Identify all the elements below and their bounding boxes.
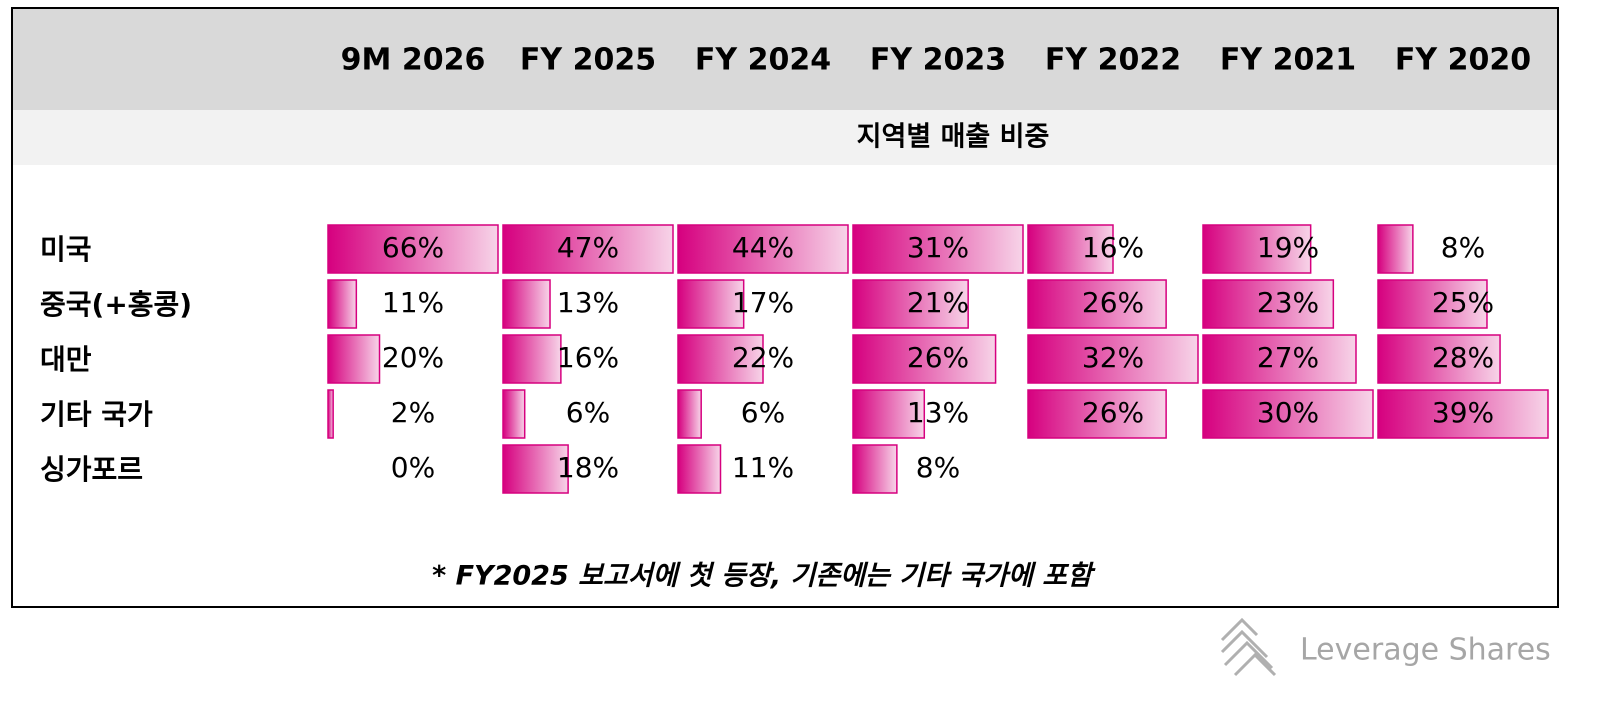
- cell-value: 22%: [732, 341, 794, 374]
- data-bar: [1202, 334, 1357, 384]
- column-header: FY 2025: [520, 43, 656, 78]
- cell-value: 31%: [907, 231, 969, 264]
- row-label: 싱가포르: [40, 453, 143, 486]
- cell-value: 26%: [1082, 396, 1144, 429]
- cell-value: 66%: [382, 231, 444, 264]
- data-bar: [1377, 334, 1501, 384]
- data-bar: [327, 334, 381, 384]
- cell-value: 2%: [391, 396, 435, 429]
- logo: [1220, 617, 1277, 677]
- row-label: 기타 국가: [40, 398, 153, 431]
- data-bar: [1377, 224, 1414, 274]
- data-bar: [327, 279, 358, 329]
- cell-value: 19%: [1257, 231, 1319, 264]
- data-bar: [677, 389, 702, 439]
- data-bar: [1027, 389, 1167, 439]
- cell-value: 21%: [907, 286, 969, 319]
- cell-value: 26%: [907, 341, 969, 374]
- data-bar: [1202, 224, 1312, 274]
- cell-value: 20%: [382, 341, 444, 374]
- data-bar: [852, 334, 997, 384]
- column-header: FY 2023: [870, 43, 1006, 78]
- footnote: * FY2025 보고서에 첫 등장, 기존에는 기타 국가에 포함: [432, 561, 1096, 592]
- column-header: FY 2024: [695, 43, 831, 78]
- cell-value: 44%: [732, 231, 794, 264]
- cell-value: 28%: [1432, 341, 1494, 374]
- data-bar: [502, 279, 551, 329]
- data-bar: [677, 279, 745, 329]
- cell-value: 32%: [1082, 341, 1144, 374]
- data-bar: [1377, 389, 1549, 439]
- column-header: 9M 2026: [341, 43, 486, 78]
- cell-value: 0%: [391, 451, 435, 484]
- cell-value: 6%: [566, 396, 610, 429]
- cell-value: 11%: [382, 286, 444, 319]
- row-label: 대만: [40, 343, 92, 376]
- cell-value: 39%: [1432, 396, 1494, 429]
- cell-value: 11%: [732, 451, 794, 484]
- row-label: 중국(+홍콩): [40, 288, 192, 321]
- data-bar: [327, 224, 499, 274]
- cell-value: 16%: [557, 341, 619, 374]
- cell-value: 6%: [741, 396, 785, 429]
- cell-value: 13%: [907, 396, 969, 429]
- data-bar: [1202, 279, 1335, 329]
- logo-icon: [1220, 617, 1277, 677]
- cell-value: 25%: [1432, 286, 1494, 319]
- column-header: FY 2022: [1045, 43, 1181, 78]
- data-bar: [1377, 279, 1488, 329]
- row-label: 미국: [40, 233, 92, 266]
- cell-value: 18%: [557, 451, 619, 484]
- subtitle: 지역별 매출 비중: [857, 122, 1050, 153]
- cell-value: 26%: [1082, 286, 1144, 319]
- data-bar: [852, 224, 1024, 274]
- cell-value: 17%: [732, 286, 794, 319]
- cell-value: 8%: [1441, 231, 1485, 264]
- cell-value: 16%: [1082, 231, 1144, 264]
- data-bar: [677, 444, 722, 494]
- data-bar: [1202, 389, 1374, 439]
- cell-value: 27%: [1257, 341, 1319, 374]
- data-bar: [502, 444, 569, 494]
- data-bar: [502, 389, 526, 439]
- data-bar: [852, 444, 898, 494]
- data-bar: [1027, 334, 1199, 384]
- cell-value: 47%: [557, 231, 619, 264]
- data-bar: [502, 334, 562, 384]
- cell-value: 23%: [1257, 286, 1319, 319]
- data-bar: [1027, 279, 1167, 329]
- data-bar: [852, 389, 926, 439]
- data-bar: [1027, 224, 1114, 274]
- data-bar: [852, 279, 969, 329]
- header-band: [12, 8, 1558, 110]
- subtitle-band: [12, 110, 1558, 165]
- data-bar: [502, 224, 674, 274]
- column-header: FY 2020: [1395, 43, 1531, 78]
- table-border: [11, 7, 1559, 608]
- data-bar: [677, 224, 849, 274]
- data-bar: [327, 389, 334, 439]
- cell-value: 30%: [1257, 396, 1319, 429]
- cell-value: 13%: [557, 286, 619, 319]
- cell-value: 8%: [916, 451, 960, 484]
- column-header: FY 2021: [1220, 43, 1356, 78]
- data-bar: [677, 334, 764, 384]
- brand: Leverage Shares: [1300, 633, 1551, 668]
